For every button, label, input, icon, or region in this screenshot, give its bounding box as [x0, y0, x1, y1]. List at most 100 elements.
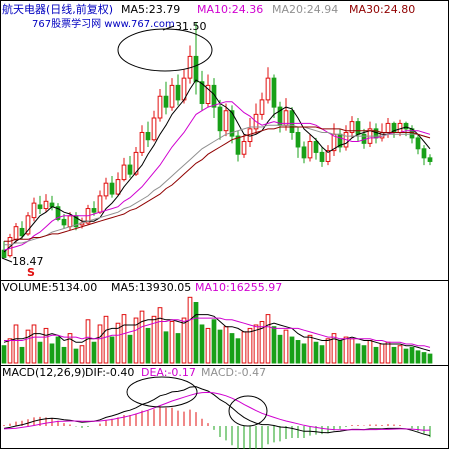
- volume-bar: [289, 336, 295, 364]
- candle: [145, 121, 151, 147]
- candle-body: [385, 122, 391, 133]
- macd-value-label: MACD:-0.47: [201, 366, 266, 379]
- volume-bar: [61, 346, 67, 364]
- volume-bar: [97, 324, 103, 364]
- candle-body: [349, 121, 355, 133]
- volume-bar: [295, 340, 301, 364]
- low-marker: S: [27, 266, 35, 279]
- candle-body: [199, 81, 205, 105]
- volume-bar: [373, 346, 379, 364]
- candle-body: [31, 202, 37, 219]
- candle: [55, 203, 61, 222]
- macd-histogram: [3, 406, 431, 449]
- volume-bar: [25, 329, 31, 364]
- candle-body: [325, 150, 331, 162]
- dea-line: [3, 391, 431, 431]
- high-price-label: 31.50: [175, 20, 207, 33]
- volume-bar: [331, 333, 337, 364]
- candle-body: [127, 164, 133, 175]
- volume-bar: [271, 326, 277, 364]
- candle-body: [139, 131, 145, 153]
- candle-body: [235, 135, 241, 155]
- candle: [259, 92, 265, 120]
- low-price-label: 18.47: [12, 255, 44, 268]
- candle-body: [295, 131, 301, 148]
- candle: [211, 78, 217, 118]
- volume-bar: [13, 324, 19, 364]
- candle: [73, 212, 79, 231]
- candle-body: [259, 99, 265, 115]
- candle: [169, 78, 175, 111]
- volume-bar: [343, 336, 349, 364]
- candle: [241, 134, 247, 158]
- volume-bar: [223, 326, 229, 364]
- volume-bar: [91, 341, 97, 364]
- macd-cross-circle: [228, 395, 268, 427]
- candle: [103, 177, 109, 200]
- candle: [223, 103, 229, 137]
- candle-body: [403, 122, 409, 130]
- candle-body: [91, 208, 97, 213]
- candle-body: [145, 131, 151, 141]
- candle-body: [121, 164, 127, 181]
- candle: [355, 117, 361, 142]
- volume-bar: [301, 343, 307, 364]
- candle: [397, 119, 403, 137]
- candle: [247, 117, 253, 147]
- volume-ma5-label: MA5:13930.05: [111, 281, 191, 294]
- candle-body: [175, 84, 181, 101]
- volume-bar: [49, 343, 55, 364]
- ma5-label: MA5:23.79: [121, 3, 180, 16]
- volume-bar: [277, 334, 283, 364]
- candle-body: [427, 157, 433, 162]
- macd-peak-circle: [126, 376, 198, 408]
- candle: [151, 110, 157, 142]
- candle: [175, 74, 181, 106]
- volume-bar: [55, 336, 61, 364]
- candle-body: [43, 200, 49, 210]
- volume-bar: [31, 324, 37, 364]
- candle: [307, 134, 313, 162]
- volume-bar: [235, 338, 241, 364]
- candle-body: [13, 226, 19, 240]
- volume-bar: [229, 333, 235, 364]
- candle: [319, 146, 325, 167]
- candlestick-series: [1, 22, 433, 258]
- volume-bar: [103, 315, 109, 364]
- candle: [313, 137, 319, 160]
- watermark: 767股票学习网 www.767.com: [32, 17, 175, 30]
- volume-bar: [181, 317, 187, 364]
- volume-bar: [283, 329, 289, 364]
- volume-bar: [151, 315, 157, 364]
- candle: [403, 121, 409, 137]
- candle: [115, 172, 121, 196]
- volume-bar: [67, 333, 73, 364]
- candle-body: [193, 55, 199, 83]
- candle-body: [37, 204, 43, 210]
- volume-bars: [1, 296, 433, 364]
- price-moving-averages: [3, 79, 431, 253]
- candle-body: [415, 137, 421, 150]
- volume-bar: [211, 319, 217, 364]
- candle-body: [61, 218, 67, 226]
- peak-highlight-circle: [117, 28, 213, 72]
- volume-ma10-label: MA10:16255.97: [195, 281, 282, 294]
- candle-body: [133, 151, 139, 175]
- candle: [25, 212, 31, 236]
- macd-params-label: MACD(12,26,9): [2, 366, 86, 379]
- low-pointer: [1, 257, 13, 263]
- volume-bar: [415, 350, 421, 364]
- candle-body: [205, 84, 211, 105]
- volume-bar: [379, 343, 385, 364]
- candle: [37, 195, 43, 214]
- candle: [271, 74, 277, 118]
- candle-body: [265, 77, 271, 101]
- chart-title: 航天电器(日线,前复权): [2, 2, 113, 16]
- volume-bar: [361, 345, 367, 364]
- ma30-label: MA30:24.80: [349, 3, 415, 16]
- candle-body: [301, 146, 307, 159]
- candle-body: [109, 182, 115, 195]
- candle: [367, 121, 373, 147]
- volume-bar: [79, 345, 85, 364]
- ma10-label: MA10:24.36: [197, 3, 263, 16]
